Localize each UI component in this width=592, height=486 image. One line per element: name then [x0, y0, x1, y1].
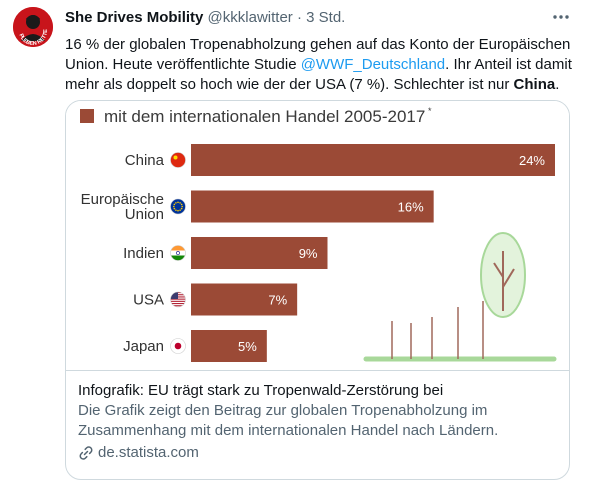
bar-value-label: 7% — [268, 293, 287, 308]
china-flag-icon — [170, 152, 186, 168]
tweet-text-part: . Ihr Anteil ist damit mehr als doppelt … — [65, 56, 572, 93]
tweet-text: 16 % der globalen Tropenabholzung gehen … — [65, 35, 580, 95]
legend-swatch — [80, 109, 94, 123]
card-info[interactable]: Infografik: EU trägt stark zu Tropenwald… — [66, 370, 569, 479]
bar-china — [191, 144, 555, 176]
link-icon — [79, 446, 93, 460]
bar-indien — [191, 237, 328, 269]
card-domain-text: de.statista.com — [98, 444, 199, 461]
avatar-image: PLEBEN RETTEN — [13, 7, 53, 47]
tree-illustration — [363, 232, 557, 362]
tweet-text-part: 16 % der globalen Tropenabholzung gehen … — [65, 36, 571, 73]
bar-japan — [191, 330, 267, 362]
bar-value-label: 16% — [398, 200, 424, 215]
category-label: Europäische — [81, 191, 164, 208]
separator-dot: · — [296, 9, 302, 26]
eu-flag-icon — [170, 198, 186, 215]
bar-usa — [191, 283, 298, 316]
bar-value-label: 24% — [519, 153, 545, 168]
avatar[interactable]: PLEBEN RETTEN — [13, 7, 53, 47]
tweet-text-bold: China — [513, 76, 556, 93]
category-label: Indien — [123, 245, 164, 262]
tweet-text-part: . — [555, 76, 560, 93]
author-handle[interactable]: @kkklawitter — [207, 9, 293, 26]
card-image[interactable]: mit dem internationalen Handel 2005-2017… — [66, 101, 569, 370]
india-flag-icon — [170, 245, 186, 261]
card-title: Infografik: EU trägt stark zu Tropenwald… — [78, 382, 444, 399]
bar-group: 5% Japan — [123, 330, 267, 362]
bar-group: 7% USA — [133, 283, 298, 316]
mention-link[interactable]: @WWF_Deutschland — [300, 56, 446, 73]
link-card[interactable]: mit dem internationalen Handel 2005-2017… — [65, 100, 570, 480]
more-horizontal-icon — [553, 15, 569, 19]
japan-flag-icon — [170, 338, 186, 354]
card-domain: de.statista.com — [78, 443, 557, 463]
bar-europäische-union — [191, 190, 434, 223]
more-button[interactable] — [548, 7, 574, 27]
category-label: USA — [133, 292, 164, 309]
bar-group: 9% Indien — [123, 237, 328, 269]
bar-chart: mit dem internationalen Handel 2005-2017… — [80, 106, 557, 362]
bar-value-label: 5% — [238, 339, 257, 354]
tweet-header: She Drives Mobility @kkklawitter · 3 Std… — [65, 9, 552, 29]
bar-group: 24% China — [125, 144, 555, 176]
category-label: Japan — [123, 338, 164, 355]
category-label: Union — [125, 206, 164, 223]
usa-flag-icon — [170, 291, 186, 308]
legend-footnote: * — [428, 106, 432, 116]
tweet-time[interactable]: 3 Std. — [306, 9, 346, 26]
author-name[interactable]: She Drives Mobility — [65, 9, 204, 26]
category-label: China — [125, 152, 165, 169]
card-description: Die Grafik zeigt den Beitrag zur globale… — [78, 402, 499, 439]
bar-value-label: 9% — [299, 246, 318, 261]
legend-label: mit dem internationalen Handel 2005-2017 — [104, 107, 425, 126]
